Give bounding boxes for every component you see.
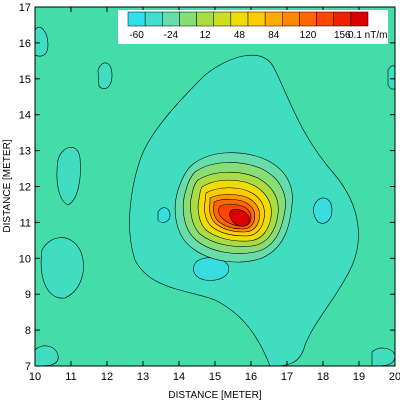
colorbar-swatch <box>196 11 214 27</box>
colorbar-label: 12 <box>200 30 212 41</box>
plot-area <box>35 7 395 366</box>
colorbar-swatch <box>333 11 352 27</box>
y-tick-label: 11 <box>20 217 31 229</box>
x-axis: 10 11 12 13 14 15 16 17 18 19 20 <box>29 7 400 383</box>
y-axis: 7 8 9 10 11 12 13 14 15 16 17 <box>19 2 395 373</box>
colorbar-label: 48 <box>234 30 246 41</box>
colorbar-label: -24 <box>164 30 179 41</box>
contour-low-right-edge <box>387 65 395 90</box>
y-tick-label: 8 <box>25 325 31 337</box>
colorbar-label: -60 <box>129 30 144 41</box>
contour-low-left <box>40 237 84 299</box>
colorbar-swatch <box>282 11 300 27</box>
contour-low-bottom-right <box>371 347 395 366</box>
y-tick-label: 7 <box>25 361 31 373</box>
colorbar-swatch <box>162 11 180 27</box>
contour-low-top-left <box>35 26 49 57</box>
colorbar-swatch <box>264 11 283 27</box>
colorbar-label: 84 <box>268 30 280 41</box>
colorbar-swatch <box>350 11 369 27</box>
y-tick-label: 10 <box>19 253 31 265</box>
contour-low-top <box>97 62 113 89</box>
x-tick-label: 18 <box>317 371 329 383</box>
colorbar-swatch <box>316 11 334 27</box>
anomaly-core <box>229 209 250 227</box>
y-tick-label: 12 <box>19 182 31 194</box>
y-tick-label: 13 <box>19 146 31 158</box>
x-axis-title: DISTANCE [METER] <box>168 390 261 400</box>
x-tick-label: 20 <box>389 371 400 383</box>
contour-low-small <box>157 207 171 223</box>
colorbar-swatch <box>144 11 163 27</box>
y-axis-title: DISTANCE [METER] <box>2 139 13 232</box>
colorbar-label: 156 <box>334 30 351 41</box>
x-tick-label: 11 <box>65 371 76 383</box>
y-tick-label: 17 <box>19 2 31 14</box>
x-tick-label: 14 <box>173 371 185 383</box>
y-tick-label: 9 <box>25 289 31 301</box>
y-tick-label: 15 <box>19 74 31 86</box>
contour-low-east <box>313 197 333 224</box>
y-tick-label: 14 <box>19 110 31 122</box>
colorbar-label: 120 <box>300 30 317 41</box>
colorbar-swatch <box>213 11 232 27</box>
colorbar-swatch <box>230 11 249 27</box>
x-tick-label: 15 <box>209 371 221 383</box>
colorbar-swatch <box>179 11 197 27</box>
x-tick-label: 13 <box>137 371 149 383</box>
y-tick-label: 16 <box>19 38 31 50</box>
colorbar-unit-label: 0.1 nT/m <box>348 30 387 41</box>
anomaly-contours <box>174 152 293 263</box>
x-tick-label: 12 <box>101 371 113 383</box>
colorbar-swatch <box>299 11 317 27</box>
colorbar: -60 -24 12 48 84 120 156 0.1 nT/m <box>118 10 388 44</box>
x-tick-label: 17 <box>281 371 293 383</box>
contour-low-left-upper <box>56 147 81 206</box>
x-tick-label: 10 <box>29 371 41 383</box>
x-tick-label: 19 <box>353 371 365 383</box>
x-tick-label: 16 <box>245 371 257 383</box>
colorbar-swatch <box>247 11 266 27</box>
colorbar-swatch <box>127 11 146 27</box>
